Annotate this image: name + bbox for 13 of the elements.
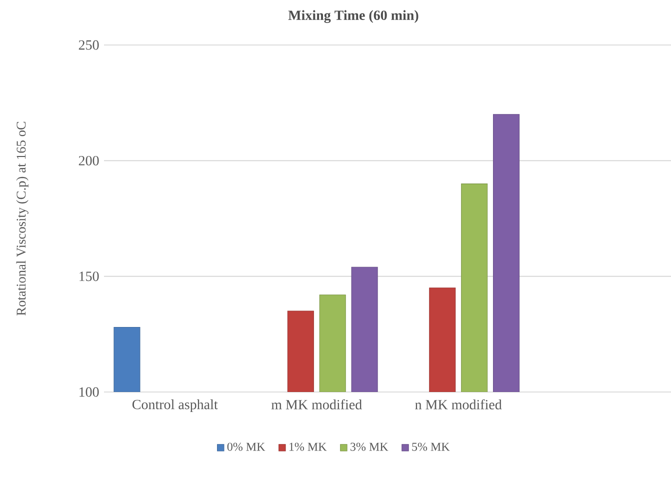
legend-label: 0% MK <box>227 442 266 451</box>
legend-label: 3% MK <box>350 442 388 451</box>
chart-title: Mixing Time (60 min) <box>288 10 418 23</box>
legend-label: 5% MK <box>412 442 450 451</box>
y-axis-title: Rotational Viscosity (C.p) at 165 oC <box>16 122 28 316</box>
y-tick-label: 250 <box>78 40 99 50</box>
legend-label: 1% MK <box>289 442 327 451</box>
x-tick-label: n MK modified <box>415 399 502 410</box>
x-tick-label: m MK modified <box>271 399 362 410</box>
y-tick-label: 200 <box>78 156 99 166</box>
x-tick-label: Control asphalt <box>132 399 218 412</box>
y-tick-label: 150 <box>80 272 99 282</box>
y-tick-label: 100 <box>80 387 99 397</box>
